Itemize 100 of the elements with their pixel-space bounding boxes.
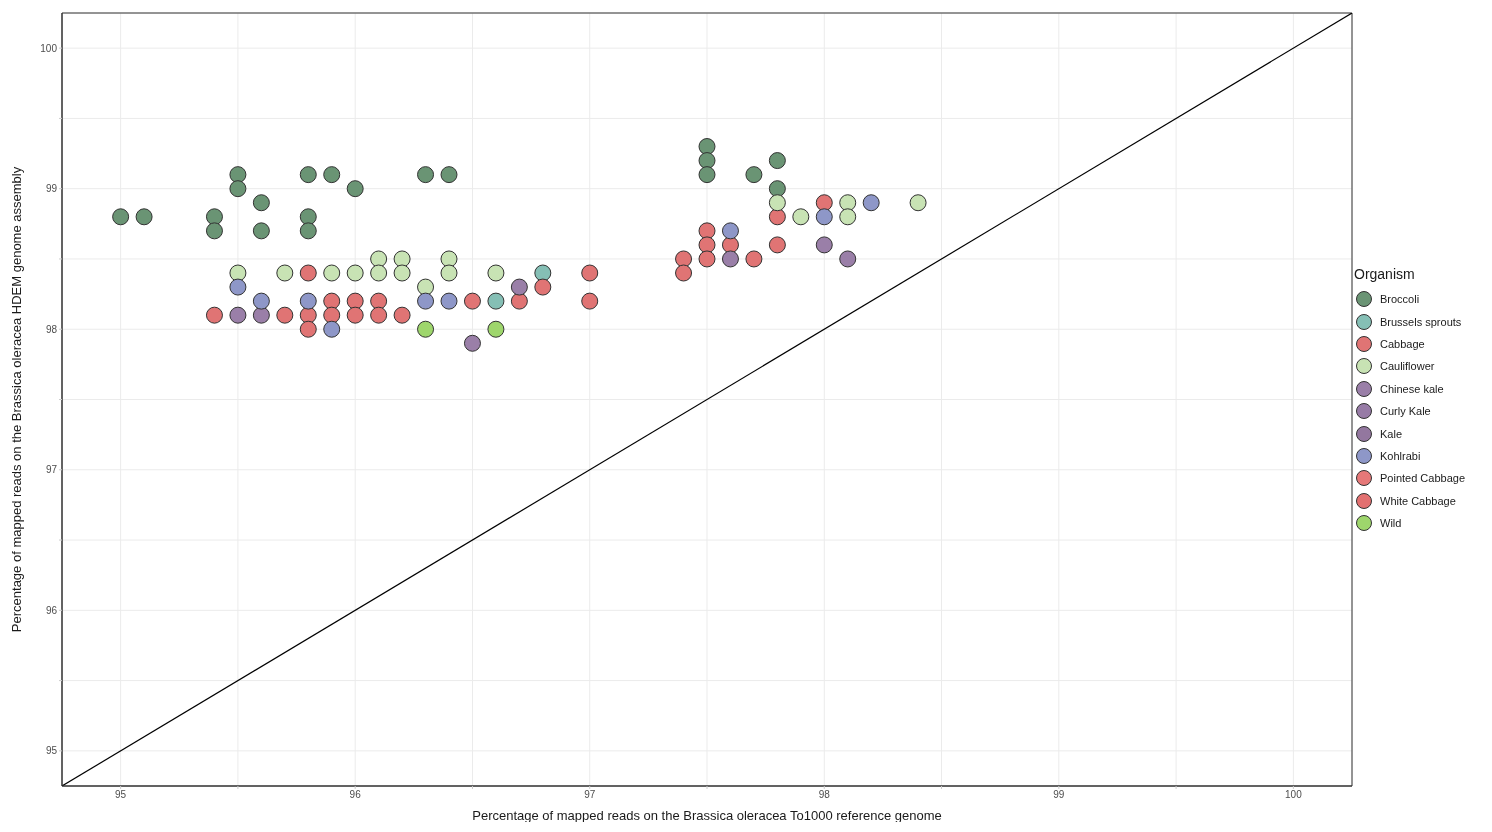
x-tick-label: 100 (1285, 789, 1303, 801)
point (768, 152, 786, 170)
y-tick-label: 95 (45, 745, 58, 757)
point (815, 208, 833, 226)
point (698, 222, 716, 240)
y-tick-label: 98 (45, 323, 58, 335)
point (229, 278, 247, 296)
point (323, 166, 341, 184)
y-axis-title: Percentage of mapped reads on the Brassica oleracea HDEM genome assembly (8, 166, 24, 633)
x-tick-label: 98 (818, 789, 831, 801)
point (698, 250, 716, 268)
point (675, 264, 693, 282)
point (135, 208, 153, 226)
point (323, 292, 341, 310)
y-tick-label: 97 (45, 464, 58, 476)
point (745, 250, 763, 268)
point (768, 194, 786, 212)
point (815, 236, 833, 254)
point (698, 236, 716, 254)
point (112, 208, 130, 226)
point (487, 264, 505, 282)
point (276, 306, 294, 324)
point (745, 166, 763, 184)
point (252, 306, 270, 324)
legend-label: Kale (1380, 427, 1403, 440)
y-tick-label: 96 (45, 604, 58, 616)
point (370, 250, 388, 268)
point (370, 306, 388, 324)
point (487, 292, 505, 310)
point (487, 320, 505, 338)
legend-label: Broccoli (1380, 293, 1420, 306)
point (698, 166, 716, 184)
point (463, 334, 481, 352)
point (534, 264, 552, 282)
point (698, 152, 716, 170)
point (440, 292, 458, 310)
legend-label: White Cabbage (1380, 494, 1456, 507)
point (299, 166, 317, 184)
legend-label: Cauliflower (1380, 360, 1435, 373)
legend-label: Brussels sprouts (1380, 315, 1462, 328)
point (346, 306, 364, 324)
point (815, 194, 833, 212)
point (276, 264, 294, 282)
y-tick-label: 100 (40, 42, 58, 54)
point (417, 292, 435, 310)
point (299, 222, 317, 240)
point (768, 180, 786, 198)
x-tick-label: 97 (584, 789, 596, 801)
legend-title: Organism (1354, 266, 1416, 282)
point (581, 292, 599, 310)
point (792, 208, 810, 226)
point (862, 194, 880, 212)
point (346, 292, 364, 310)
point (229, 264, 247, 282)
point (229, 306, 247, 324)
point (393, 306, 411, 324)
point (346, 180, 364, 198)
point (299, 320, 317, 338)
point (252, 222, 270, 240)
point (252, 194, 270, 212)
legend-label: Curly Kale (1380, 405, 1431, 418)
point (698, 138, 716, 156)
point (440, 264, 458, 282)
point (440, 166, 458, 184)
point (534, 278, 552, 296)
point (323, 306, 341, 324)
legend-label: Pointed Cabbage (1380, 472, 1466, 485)
point (252, 292, 270, 310)
point (299, 292, 317, 310)
x-axis-title: Percentage of mapped reads on the Brassica oleracea To1000 reference genome (472, 808, 942, 823)
point (205, 208, 223, 226)
point (370, 292, 388, 310)
point (229, 166, 247, 184)
point (721, 222, 739, 240)
point (205, 306, 223, 324)
y-tick-label: 99 (45, 183, 58, 195)
point (839, 250, 857, 268)
point (581, 264, 599, 282)
point (229, 180, 247, 198)
point (393, 250, 411, 268)
point (417, 166, 435, 184)
legend-label: Chinese kale (1380, 382, 1444, 395)
point (323, 264, 341, 282)
point (440, 250, 458, 268)
point (299, 208, 317, 226)
legend-label: Cabbage (1380, 337, 1425, 350)
point (839, 194, 857, 212)
legend-label: Kohlrabi (1380, 449, 1421, 462)
point (510, 292, 528, 310)
point (393, 264, 411, 282)
point (417, 278, 435, 296)
x-tick-label: 99 (1053, 789, 1065, 801)
point (839, 208, 857, 226)
point (768, 208, 786, 226)
point (323, 320, 341, 338)
x-tick-label: 96 (349, 789, 362, 801)
point (299, 264, 317, 282)
point (721, 250, 739, 268)
x-tick-label: 95 (115, 789, 127, 801)
point (205, 222, 223, 240)
